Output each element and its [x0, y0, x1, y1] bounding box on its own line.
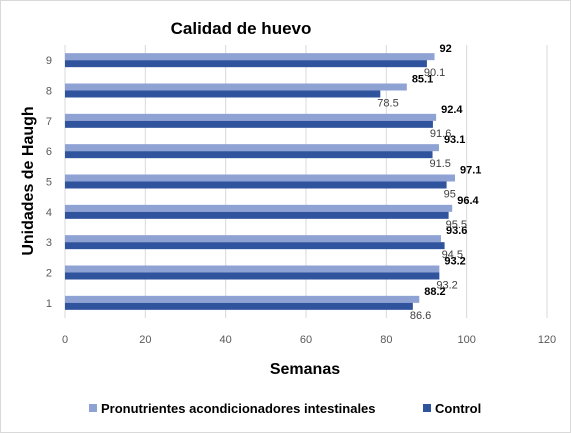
- bar-series-2: [65, 242, 445, 250]
- data-label-series-1: 92: [440, 43, 452, 55]
- data-label-series-2: 95: [444, 189, 456, 201]
- bar-series-2: [65, 151, 433, 159]
- y-tick-label: 7: [46, 116, 52, 128]
- data-label-series-1: 93.1: [444, 134, 465, 146]
- bar-series-2: [65, 120, 433, 128]
- x-tick-label: 20: [139, 334, 151, 346]
- bar-series-2: [65, 272, 440, 280]
- x-tick-label: 0: [62, 334, 68, 346]
- x-tick-label: 60: [300, 334, 312, 346]
- x-tick-label: 80: [380, 334, 392, 346]
- y-tick-label: 6: [46, 146, 52, 158]
- legend-label-series-2: Control: [435, 401, 481, 416]
- bar-series-1: [65, 144, 439, 152]
- y-tick-label: 8: [46, 86, 52, 98]
- y-tick-label: 2: [46, 268, 52, 280]
- y-tick-label: 5: [46, 177, 52, 189]
- data-labels: 88.2 86.6 93.2 93.2 93.6 94.5 96.4 95.5 97.1 95 93…: [377, 43, 481, 322]
- x-tick-label: 100: [457, 334, 475, 346]
- y-tick-label: 9: [46, 55, 52, 67]
- bar-series-2: [65, 90, 381, 98]
- data-label-series-2: 93.2: [436, 280, 457, 292]
- bar-series-1: [65, 235, 441, 243]
- bar-series-1: [65, 265, 440, 273]
- chart-title: Calidad de huevo: [171, 19, 312, 38]
- data-label-series-2: 90.1: [424, 67, 445, 79]
- bar-series-2: [65, 302, 413, 310]
- data-label-series-2: 95.5: [446, 219, 467, 231]
- bar-series-1: [65, 113, 437, 121]
- data-label-series-2: 91.5: [430, 158, 451, 170]
- bar-series-1: [65, 204, 453, 212]
- data-label-series-1: 85.1: [412, 74, 433, 86]
- legend-swatch-series-2: [423, 404, 431, 412]
- data-label-series-1: 92.4: [441, 104, 463, 116]
- y-axis-title: Unidades de Haugh: [20, 106, 37, 255]
- x-axis-ticks: 0 20 40 60 80 100 120: [62, 334, 556, 346]
- data-label-series-1: 93.2: [444, 256, 465, 268]
- bar-series-1: [65, 174, 456, 182]
- data-label-series-2: 78.5: [377, 98, 398, 110]
- legend-label-series-1: Pronutrientes acondicionadores intestina…: [101, 401, 376, 416]
- y-tick-label: 3: [46, 237, 52, 249]
- bars: [65, 53, 456, 310]
- x-tick-label: 120: [538, 334, 556, 346]
- data-label-series-2: 86.6: [410, 310, 431, 322]
- data-label-series-1: 96.4: [457, 195, 479, 207]
- y-tick-label: 1: [46, 298, 52, 310]
- x-tick-label: 40: [220, 334, 232, 346]
- x-axis-title: Semanas: [270, 361, 340, 378]
- bar-series-2: [65, 211, 449, 219]
- bar-series-1: [65, 83, 407, 91]
- bar-series-2: [65, 60, 427, 68]
- data-label-series-2: 91.6: [430, 128, 451, 140]
- bar-series-2: [65, 181, 447, 189]
- data-label-series-1: 97.1: [460, 165, 481, 177]
- data-label-series-1: 88.2: [424, 286, 445, 298]
- data-label-series-2: 94.5: [442, 249, 463, 261]
- bar-series-1: [65, 53, 435, 61]
- legend: Pronutrientes acondicionadores intestina…: [89, 401, 481, 416]
- bar-series-1: [65, 295, 420, 303]
- y-axis-ticks: 1 2 3 4 5 6 7 8 9: [46, 55, 52, 310]
- y-tick-label: 4: [46, 207, 52, 219]
- legend-swatch-series-1: [89, 404, 97, 412]
- data-label-series-1: 93.6: [446, 225, 467, 237]
